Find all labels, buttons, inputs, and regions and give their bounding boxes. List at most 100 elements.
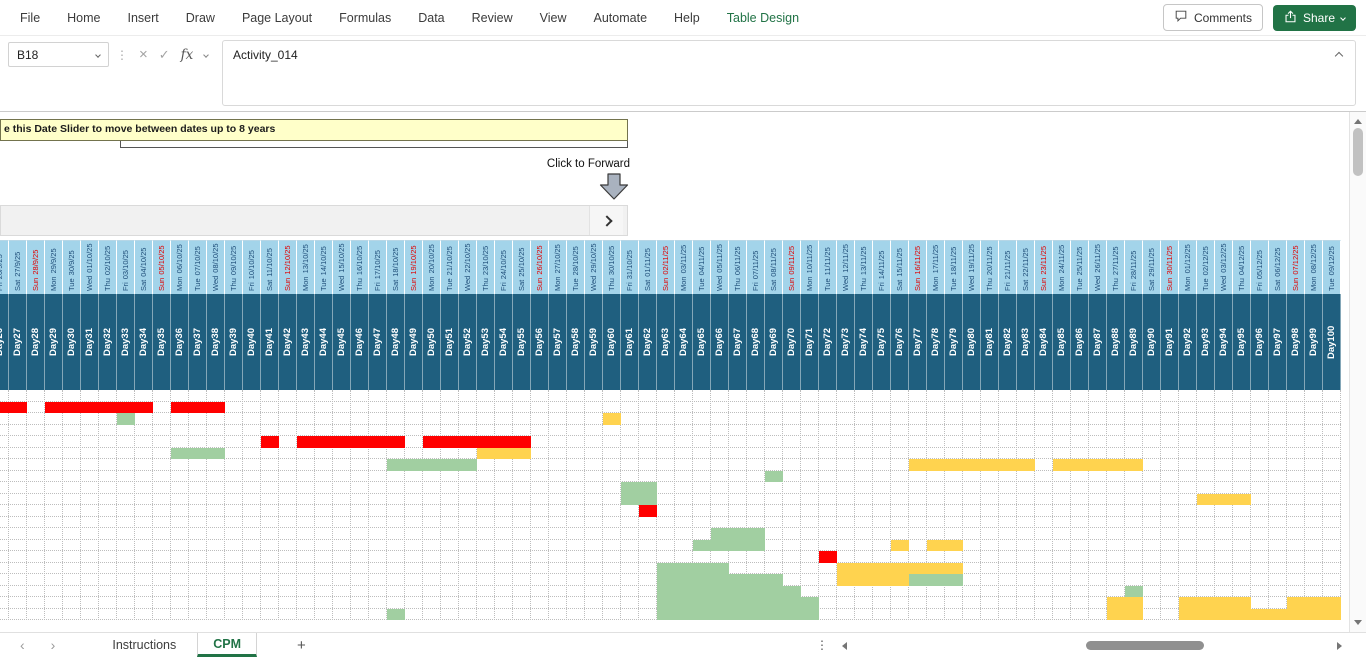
date-header-cell[interactable]: Sat 25/10/25: [513, 240, 531, 294]
day-header-cell[interactable]: Day48: [387, 294, 405, 390]
gantt-bar-critical[interactable]: [171, 401, 225, 413]
day-header-cell[interactable]: Day55: [513, 294, 531, 390]
ribbon-tab-help[interactable]: Help: [674, 10, 700, 25]
vertical-scrollbar[interactable]: [1349, 112, 1366, 632]
gantt-bar-slack[interactable]: [603, 413, 621, 425]
date-header-cell[interactable]: Sun 07/12/25: [1287, 240, 1305, 294]
date-header-cell[interactable]: Thu 16/10/25: [351, 240, 369, 294]
day-header-cell[interactable]: Day94: [1215, 294, 1233, 390]
gantt-bar-complete[interactable]: [765, 470, 783, 482]
next-sheet-icon[interactable]: ›: [50, 637, 56, 653]
prev-sheet-icon[interactable]: ‹: [20, 637, 25, 653]
gantt-bar-complete[interactable]: [657, 585, 801, 597]
date-header-cell[interactable]: Sat 04/10/25: [135, 240, 153, 294]
day-header-cell[interactable]: Day76: [891, 294, 909, 390]
day-header-cell[interactable]: Day42: [279, 294, 297, 390]
date-header-cell[interactable]: Thu 30/10/25: [603, 240, 621, 294]
date-header-cell[interactable]: Mon 01/12/25: [1179, 240, 1197, 294]
date-header-cell[interactable]: Fri 03/10/25: [117, 240, 135, 294]
day-header-cell[interactable]: Day59: [585, 294, 603, 390]
date-slider-forward-button[interactable]: [589, 206, 623, 235]
gantt-bar-complete[interactable]: [693, 539, 765, 551]
day-header-cell[interactable]: Day45: [333, 294, 351, 390]
gantt-bar-slack[interactable]: [1287, 597, 1341, 609]
scroll-up-icon[interactable]: [1354, 119, 1362, 124]
date-header-cell[interactable]: Tue 09/12/25: [1323, 240, 1341, 294]
gantt-bar-critical[interactable]: [45, 401, 153, 413]
day-header-cell[interactable]: Day40: [243, 294, 261, 390]
date-header-cell[interactable]: Tue 18/11/25: [945, 240, 963, 294]
date-header-cell[interactable]: Sun 26/10/25: [531, 240, 549, 294]
day-header-cell[interactable]: Day31: [81, 294, 99, 390]
date-header-cell[interactable]: Thu 23/10/25: [477, 240, 495, 294]
day-header-cell[interactable]: Day56: [531, 294, 549, 390]
ribbon-tab-view[interactable]: View: [539, 10, 567, 25]
formula-bar-options-icon[interactable]: ⋮: [116, 47, 128, 62]
ribbon-tab-draw[interactable]: Draw: [185, 10, 215, 25]
ribbon-tab-table-design[interactable]: Table Design: [726, 10, 800, 25]
gantt-bar-complete[interactable]: [171, 447, 225, 459]
sheet-tab-cpm[interactable]: CPM: [197, 633, 258, 657]
day-header-cell[interactable]: Day33: [117, 294, 135, 390]
date-header-cell[interactable]: Mon 10/11/25: [801, 240, 819, 294]
date-header-cell[interactable]: Sun 30/11/25: [1161, 240, 1179, 294]
day-header-cell[interactable]: Day72: [819, 294, 837, 390]
date-header-cell[interactable]: Sun 19/10/25: [405, 240, 423, 294]
date-header-cell[interactable]: Mon 17/11/25: [927, 240, 945, 294]
date-header-cell[interactable]: Mon 29/9/25: [45, 240, 63, 294]
day-header-cell[interactable]: Day67: [729, 294, 747, 390]
day-header-cell[interactable]: Day26: [0, 294, 9, 390]
gantt-bar-critical[interactable]: [423, 436, 531, 448]
day-header-cell[interactable]: Day66: [711, 294, 729, 390]
date-header-cell[interactable]: Mon 20/10/25: [423, 240, 441, 294]
day-header-cell[interactable]: Day79: [945, 294, 963, 390]
day-header-cell[interactable]: Day75: [873, 294, 891, 390]
day-header-cell[interactable]: Day83: [1017, 294, 1035, 390]
date-header-cell[interactable]: Wed 03/12/25: [1215, 240, 1233, 294]
date-header-cell[interactable]: Wed 15/10/25: [333, 240, 351, 294]
sheet-tab-instructions[interactable]: Instructions: [112, 638, 177, 652]
date-header-cell[interactable]: Tue 04/11/25: [693, 240, 711, 294]
gantt-bar-complete[interactable]: [1125, 585, 1143, 597]
date-header-cell[interactable]: Thu 13/11/25: [855, 240, 873, 294]
date-header-cell[interactable]: Wed 05/11/25: [711, 240, 729, 294]
date-header-cell[interactable]: Sat 15/11/25: [891, 240, 909, 294]
date-header-cell[interactable]: Mon 08/12/25: [1305, 240, 1323, 294]
gantt-bar-slack[interactable]: [927, 539, 963, 551]
day-header-cell[interactable]: Day77: [909, 294, 927, 390]
more-options-icon[interactable]: ⋮: [816, 638, 828, 652]
day-header-cell[interactable]: Day41: [261, 294, 279, 390]
ribbon-tab-home[interactable]: Home: [67, 10, 101, 25]
gantt-bar-critical[interactable]: [261, 436, 279, 448]
date-header-cell[interactable]: Fri 17/10/25: [369, 240, 387, 294]
add-sheet-button[interactable]: +: [297, 636, 306, 654]
day-header-cell[interactable]: Day81: [981, 294, 999, 390]
day-header-cell[interactable]: Day87: [1089, 294, 1107, 390]
date-header-cell[interactable]: Wed 26/11/25: [1089, 240, 1107, 294]
day-header-cell[interactable]: Day74: [855, 294, 873, 390]
day-header-cell[interactable]: Day35: [153, 294, 171, 390]
gantt-bar-complete[interactable]: [657, 597, 819, 609]
ribbon-tab-formulas[interactable]: Formulas: [339, 10, 392, 25]
gantt-bar-complete[interactable]: [621, 493, 657, 505]
date-header-cell[interactable]: Wed 01/10/25: [81, 240, 99, 294]
date-header-cell[interactable]: Sun 23/11/25: [1035, 240, 1053, 294]
day-header-cell[interactable]: Day52: [459, 294, 477, 390]
vertical-scrollbar-thumb[interactable]: [1353, 128, 1363, 176]
date-header-cell[interactable]: Sun 02/11/25: [657, 240, 675, 294]
horizontal-scrollbar-thumb[interactable]: [1086, 641, 1204, 650]
day-header-cell[interactable]: Day99: [1305, 294, 1323, 390]
date-header-cell[interactable]: Thu 06/11/25: [729, 240, 747, 294]
cancel-icon[interactable]: ×: [139, 46, 148, 63]
gantt-bar-critical[interactable]: [819, 551, 837, 563]
day-header-cell[interactable]: Day85: [1053, 294, 1071, 390]
gantt-bar-slack[interactable]: [909, 459, 1035, 471]
date-header-cell[interactable]: Tue 25/11/25: [1071, 240, 1089, 294]
date-header-cell[interactable]: Fri 24/10/25: [495, 240, 513, 294]
day-header-cell[interactable]: Day64: [675, 294, 693, 390]
date-header-cell[interactable]: Thu 20/11/25: [981, 240, 999, 294]
ribbon-tab-data[interactable]: Data: [418, 10, 445, 25]
date-header-cell[interactable]: Thu 27/11/25: [1107, 240, 1125, 294]
day-header-cell[interactable]: Day32: [99, 294, 117, 390]
day-header-cell[interactable]: Day91: [1161, 294, 1179, 390]
